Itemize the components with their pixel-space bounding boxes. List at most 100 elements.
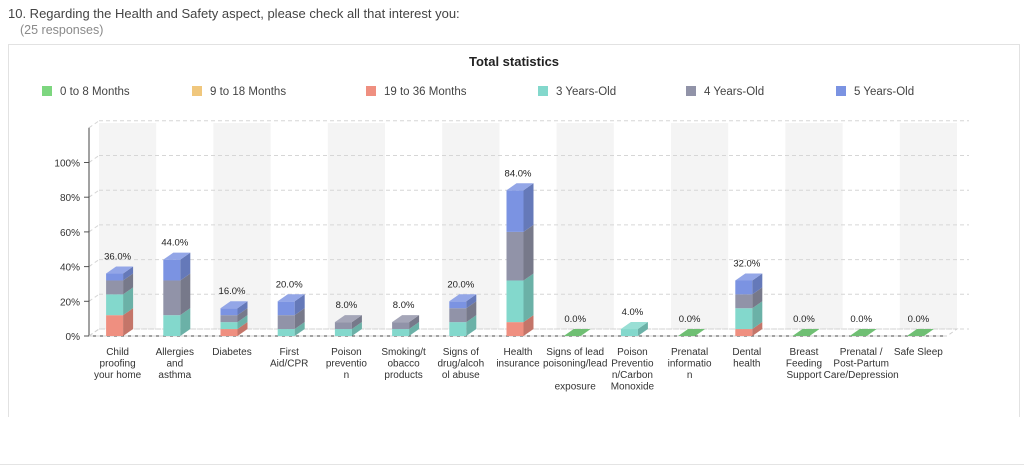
- legend-label: 19 to 36 Months: [384, 86, 467, 98]
- bar-top: [277, 294, 305, 302]
- legend-label: 3 Years-Old: [556, 86, 616, 98]
- x-tick-label: n/Carbon: [612, 370, 653, 381]
- x-tick-label: Feeding: [786, 359, 822, 370]
- bar-top: [334, 315, 362, 323]
- bar-segment: [334, 322, 352, 330]
- column-band: [556, 123, 614, 329]
- section-divider: [0, 464, 1024, 465]
- x-tick-label: Breast: [790, 347, 819, 358]
- bar-total-label: 44.0%: [161, 238, 188, 249]
- x-tick-label: informatio: [668, 359, 712, 370]
- bar-segment-side: [294, 294, 305, 316]
- x-tick-label: Care/Depression: [824, 370, 899, 381]
- x-tick-label: Poison: [617, 347, 648, 358]
- legend-swatch: [836, 86, 846, 96]
- x-tick-label: n: [687, 370, 693, 381]
- x-tick-label: obacco: [387, 359, 420, 370]
- bar-segment: [506, 280, 524, 323]
- response-count: (25 responses): [20, 23, 104, 37]
- bar-segment-side: [351, 322, 362, 336]
- bar-total-label: 8.0%: [336, 300, 358, 311]
- x-tick-label: Prenatal /: [840, 347, 883, 358]
- bar-segment: [163, 259, 181, 281]
- legend-swatch: [192, 86, 202, 96]
- bar-segment-side: [237, 322, 248, 336]
- bar-segment-side: [466, 315, 477, 336]
- x-tick-label: poisoning/lead: [543, 359, 608, 370]
- gridline-diag: [88, 259, 100, 268]
- bar-segment: [506, 190, 524, 232]
- stacked-bar-chart: Total statistics 0 to 8 Months 9 to 18 Mo…: [42, 54, 969, 393]
- bar-total-label: 0.0%: [793, 314, 815, 325]
- column-band: [785, 123, 843, 329]
- bar-segment-side: [351, 315, 362, 330]
- legend-label: 9 to 18 Months: [210, 86, 286, 98]
- bar-total-label: 4.0%: [622, 307, 644, 318]
- y-tick-label: 80%: [60, 193, 80, 204]
- bar-segment: [449, 322, 467, 336]
- x-tick-label: exposure: [555, 382, 597, 393]
- bar-total-label: 0.0%: [850, 314, 872, 325]
- legend-swatch: [42, 86, 52, 96]
- y-tick-label: 60%: [60, 228, 80, 239]
- chart-panel: Total statistics 0 to 8 Months 9 to 18 Mo…: [8, 44, 1020, 417]
- bar-top: [220, 301, 248, 309]
- x-tick-label: insurance: [496, 359, 540, 370]
- bar-total-label: 36.0%: [104, 252, 131, 263]
- bar-total-label: 16.0%: [219, 286, 246, 297]
- bar-top: [392, 315, 420, 323]
- x-tick-label: Prenatal: [671, 347, 708, 358]
- bar-segment-side: [752, 273, 763, 295]
- bar-total-label: 20.0%: [276, 279, 303, 290]
- bar-segment-side: [523, 315, 534, 336]
- legend-label: 0 to 8 Months: [60, 86, 130, 98]
- x-tick-label: Post-Partum: [833, 359, 889, 370]
- bar-top: [163, 252, 191, 260]
- x-tick-label: your home: [94, 370, 142, 381]
- bar-total-label: 0.0%: [679, 314, 701, 325]
- bar-segment: [106, 315, 124, 336]
- bar-segment: [334, 329, 352, 336]
- bar-segment-side: [123, 266, 134, 281]
- bar-segment-side: [180, 252, 191, 281]
- bar-zero-flat: [563, 329, 591, 336]
- bar-segment: [735, 329, 753, 336]
- gridline-diag: [88, 189, 100, 198]
- bar-segment-side: [237, 308, 248, 323]
- x-tick-label: n: [344, 370, 350, 381]
- bar-segment-side: [123, 287, 134, 316]
- bar-zero-flat: [906, 329, 934, 336]
- bar-segment: [163, 280, 181, 316]
- bar-top: [106, 266, 134, 274]
- y-tick-label: 0%: [66, 332, 81, 343]
- x-tick-label: drug/alcoh: [437, 359, 484, 370]
- legend-label: 4 Years-Old: [704, 86, 764, 98]
- bar-total-label: 8.0%: [393, 300, 415, 311]
- bar-segment: [277, 329, 295, 336]
- gridline-diag: [88, 155, 100, 163]
- bar-segment-side: [294, 322, 305, 336]
- x-tick-label: Allergies: [156, 347, 194, 358]
- bar-segment: [392, 322, 410, 330]
- bar-segment-side: [752, 287, 763, 309]
- bar-segment: [506, 231, 524, 281]
- legend-swatch: [366, 86, 376, 96]
- x-tick-label: and: [166, 359, 183, 370]
- bar-zero-flat: [678, 329, 706, 336]
- column-band: [327, 123, 385, 329]
- bar-segment-side: [637, 322, 648, 336]
- bar-segment-side: [409, 322, 420, 336]
- bar-segment: [220, 308, 238, 316]
- chart-title: Total statistics: [469, 54, 559, 69]
- bar-segment-side: [523, 183, 534, 232]
- bar-segment: [392, 329, 410, 336]
- column-band: [899, 123, 957, 329]
- bar-segment-side: [180, 308, 191, 336]
- x-tick-label: ol abuse: [442, 370, 480, 381]
- bar-segment: [735, 308, 753, 330]
- bar-segment-side: [237, 301, 248, 316]
- x-tick-label: Dental: [732, 347, 761, 358]
- bar-segment-side: [466, 294, 477, 309]
- bar-segment: [106, 273, 124, 281]
- question-title: 10. Regarding the Health and Safety aspe…: [8, 6, 460, 21]
